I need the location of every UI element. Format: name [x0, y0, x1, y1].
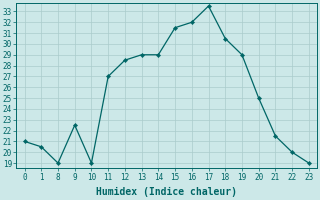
X-axis label: Humidex (Indice chaleur): Humidex (Indice chaleur) [96, 187, 237, 197]
